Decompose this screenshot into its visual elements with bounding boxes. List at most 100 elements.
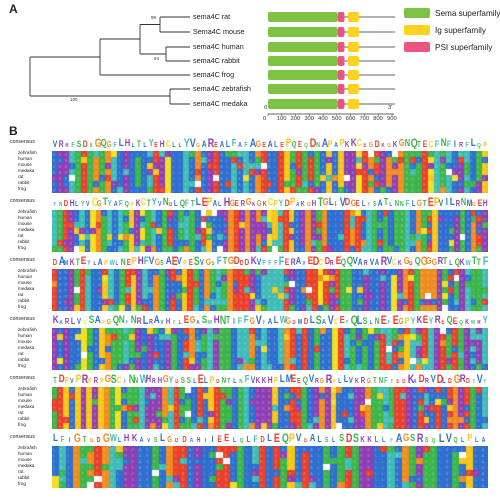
alignment-residue-grid <box>52 387 488 429</box>
logo-letter: E <box>363 143 367 149</box>
logo-letter: F <box>243 314 249 326</box>
logo-letter: L <box>196 196 202 208</box>
logo-letter: L <box>131 143 134 149</box>
logo-letter: Q <box>414 256 421 267</box>
logo-letter: N <box>460 197 467 208</box>
logo-letter: L <box>233 378 237 385</box>
logo-letter: A <box>165 255 172 267</box>
ig-domain-bar <box>347 12 359 22</box>
logo-letter: P <box>88 378 92 385</box>
species-row-label: rat <box>18 410 24 415</box>
species-row-label: mouse <box>18 398 32 403</box>
logo-letter: L <box>475 437 479 444</box>
logo-letter: R <box>58 139 64 149</box>
logo-letter: G <box>89 438 94 444</box>
logo-letter: P <box>75 373 82 385</box>
logo-letter: P <box>209 375 215 385</box>
consensus-label: consensus <box>10 257 35 263</box>
logo-letter: E <box>126 258 131 267</box>
logo-letter: L <box>226 139 231 149</box>
logo-letter: N <box>440 137 447 149</box>
logo-letter: Y <box>151 197 157 208</box>
logo-letter: L <box>460 437 465 444</box>
logo-letter: Q <box>477 143 481 149</box>
logo-letter: L <box>172 142 176 149</box>
logo-letter: F <box>482 255 488 267</box>
logo-letter: S <box>363 316 368 326</box>
species-label: sema4C frog <box>193 70 235 79</box>
logo-letter: P <box>103 260 108 267</box>
logo-letter: D <box>375 139 380 149</box>
logo-letter: P <box>285 137 292 149</box>
logo-letter: T <box>82 435 86 444</box>
species-row-label: zebrafish <box>18 386 37 391</box>
species-row-label: medaka <box>18 286 35 291</box>
logo-letter: E <box>198 373 205 385</box>
logo-letter: V <box>255 314 262 326</box>
logo-letter: Q <box>346 255 354 267</box>
logo-letter: E <box>217 434 223 444</box>
axis-tick-label: 400 <box>318 116 328 122</box>
logo-letter: N <box>221 376 226 385</box>
logo-letter: A <box>94 314 101 326</box>
logo-letter: V <box>146 438 150 444</box>
logo-letter: A <box>321 137 328 149</box>
logo-letter: L <box>267 433 273 444</box>
logo-letter: G <box>420 255 428 267</box>
logo-letter: T <box>225 315 231 326</box>
logo-letter: N <box>128 373 135 385</box>
logo-letter: N <box>315 142 320 149</box>
logo-letter: E <box>262 142 266 149</box>
logo-letter: G <box>167 435 173 444</box>
logo-letter: D <box>216 379 220 385</box>
logo-letter: Q <box>459 320 463 326</box>
logo-letter: G <box>320 378 325 385</box>
logo-letter: L <box>142 142 147 149</box>
logo-letter: K <box>261 376 267 385</box>
logo-letter: E <box>154 142 159 149</box>
logo-letter: P <box>131 256 137 267</box>
logo-letter: L <box>411 199 416 208</box>
logo-letter: L <box>328 196 334 208</box>
logo-letter: S <box>352 432 359 444</box>
logo-letter: Y <box>53 202 57 208</box>
logo-letter: Q <box>112 314 119 326</box>
logo-letter: L <box>75 201 79 208</box>
logo-letter: N <box>120 257 126 267</box>
logo-letter: L <box>160 432 166 444</box>
logo-letter: T <box>390 379 394 385</box>
logo-letter: Y <box>483 379 487 385</box>
axis-tick-label: 200 <box>290 116 301 122</box>
bootstrap-value: 94 <box>154 56 160 61</box>
sema-domain-bar <box>268 42 338 52</box>
logo-letter: K <box>135 198 141 208</box>
logo-letter: L <box>142 314 148 326</box>
logo-letter: D <box>96 437 101 444</box>
logo-letter: A <box>196 320 200 326</box>
consensus-label: consensus <box>10 198 35 204</box>
species-row-label: medaka <box>18 345 35 350</box>
logo-letter: L <box>218 201 222 208</box>
logo-letter: S <box>88 314 95 326</box>
logo-letter: E <box>297 140 302 149</box>
logo-letter: E <box>274 432 281 444</box>
psi-domain-bar <box>337 42 345 52</box>
logo-letter: H <box>145 374 152 385</box>
logo-letter: G <box>228 255 235 267</box>
logo-letter: S <box>425 437 429 444</box>
logo-letter: L <box>273 315 279 326</box>
logo-letter: T <box>227 378 231 385</box>
logo-letter: R <box>417 432 424 444</box>
ig-domain-bar <box>347 84 359 94</box>
species-row-label: human <box>18 333 33 338</box>
logo-letter: K <box>381 143 385 149</box>
logo-letter: T <box>471 255 477 267</box>
logo-letter: S <box>186 376 191 385</box>
logo-letter: D <box>284 198 290 208</box>
logo-letter: E <box>396 379 400 385</box>
species-row-label: frog <box>18 422 26 427</box>
species-row-label: zebrafish <box>18 150 37 155</box>
logo-letter: L <box>192 378 197 385</box>
logo-letter: S <box>410 433 416 444</box>
